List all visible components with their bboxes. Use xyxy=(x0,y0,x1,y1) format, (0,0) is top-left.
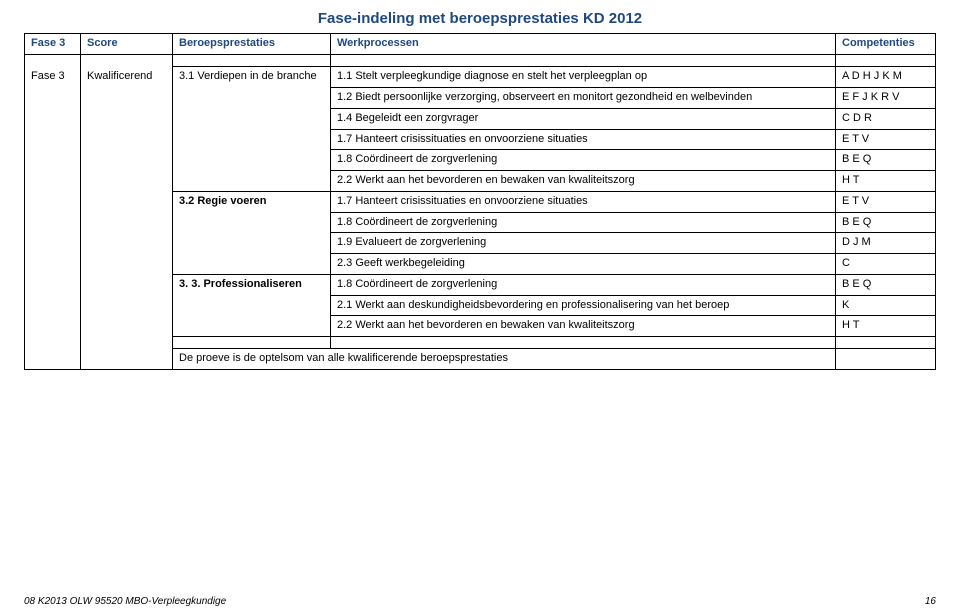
wp-cell: 1.8 Coördineert de zorgverlening xyxy=(331,212,836,233)
bp-cell: 3.1 Verdiepen in de branche xyxy=(173,67,331,192)
comp-cell: C xyxy=(836,254,936,275)
header-score: Score xyxy=(81,34,173,55)
main-table: Fase 3 Score Beroepsprestaties Werkproce… xyxy=(24,33,936,370)
comp-cell: K xyxy=(836,295,936,316)
wp-cell: 2.2 Werkt aan het bevorderen en bewaken … xyxy=(331,316,836,337)
comp-cell: E T V xyxy=(836,129,936,150)
wp-cell: 2.3 Geeft werkbegeleiding xyxy=(331,254,836,275)
comp-cell: B E Q xyxy=(836,274,936,295)
note-row: De proeve is de optelsom van alle kwalif… xyxy=(25,349,936,370)
footer-left: 08 K2013 OLW 95520 MBO-Verpleegkundige xyxy=(24,596,226,607)
spacer-row xyxy=(25,54,936,67)
wp-cell: 2.1 Werkt aan deskundigheidsbevordering … xyxy=(331,295,836,316)
footer-note-cell: De proeve is de optelsom van alle kwalif… xyxy=(173,349,836,370)
header-wp: Werkprocessen xyxy=(331,34,836,55)
bp-label: 3. 3. Professionaliseren xyxy=(179,278,302,290)
bp-cell: 3.2 Regie voeren xyxy=(173,191,331,274)
comp-cell: H T xyxy=(836,171,936,192)
document-title: Fase-indeling met beroepsprestaties KD 2… xyxy=(24,10,936,27)
score-cell: Kwalificerend xyxy=(81,67,173,337)
comp-cell: A D H J K M xyxy=(836,67,936,88)
header-row: Fase 3 Score Beroepsprestaties Werkproce… xyxy=(25,34,936,55)
footer-right: 16 xyxy=(925,596,936,607)
wp-cell: 1.8 Coördineert de zorgverlening xyxy=(331,274,836,295)
comp-cell: D J M xyxy=(836,233,936,254)
comp-cell: H T xyxy=(836,316,936,337)
comp-cell: C D R xyxy=(836,108,936,129)
wp-cell: 1.7 Hanteert crisissituaties en onvoorzi… xyxy=(331,129,836,150)
wp-cell: 1.1 Stelt verpleegkundige diagnose en st… xyxy=(331,67,836,88)
fase-cell: Fase 3 xyxy=(25,67,81,337)
bp-cell: 3. 3. Professionaliseren xyxy=(173,274,331,336)
wp-cell: 1.7 Hanteert crisissituaties en onvoorzi… xyxy=(331,191,836,212)
page-footer: 08 K2013 OLW 95520 MBO-Verpleegkundige 1… xyxy=(24,596,936,607)
comp-cell: B E Q xyxy=(836,150,936,171)
table-row: Fase 3 Kwalificerend 3.1 Verdiepen in de… xyxy=(25,67,936,88)
comp-cell: B E Q xyxy=(836,212,936,233)
spacer-row xyxy=(25,337,936,349)
wp-cell: 1.4 Begeleidt een zorgvrager xyxy=(331,108,836,129)
wp-cell: 1.2 Biedt persoonlijke verzorging, obser… xyxy=(331,88,836,109)
header-comp: Competenties xyxy=(836,34,936,55)
header-bp: Beroepsprestaties xyxy=(173,34,331,55)
wp-cell: 1.9 Evalueert de zorgverlening xyxy=(331,233,836,254)
page: Fase-indeling met beroepsprestaties KD 2… xyxy=(0,0,960,613)
bp-label: 3.2 Regie voeren xyxy=(179,195,266,207)
wp-cell: 2.2 Werkt aan het bevorderen en bewaken … xyxy=(331,171,836,192)
comp-cell: E F J K R V xyxy=(836,88,936,109)
wp-cell: 1.8 Coördineert de zorgverlening xyxy=(331,150,836,171)
comp-cell: E T V xyxy=(836,191,936,212)
header-fase: Fase 3 xyxy=(25,34,81,55)
